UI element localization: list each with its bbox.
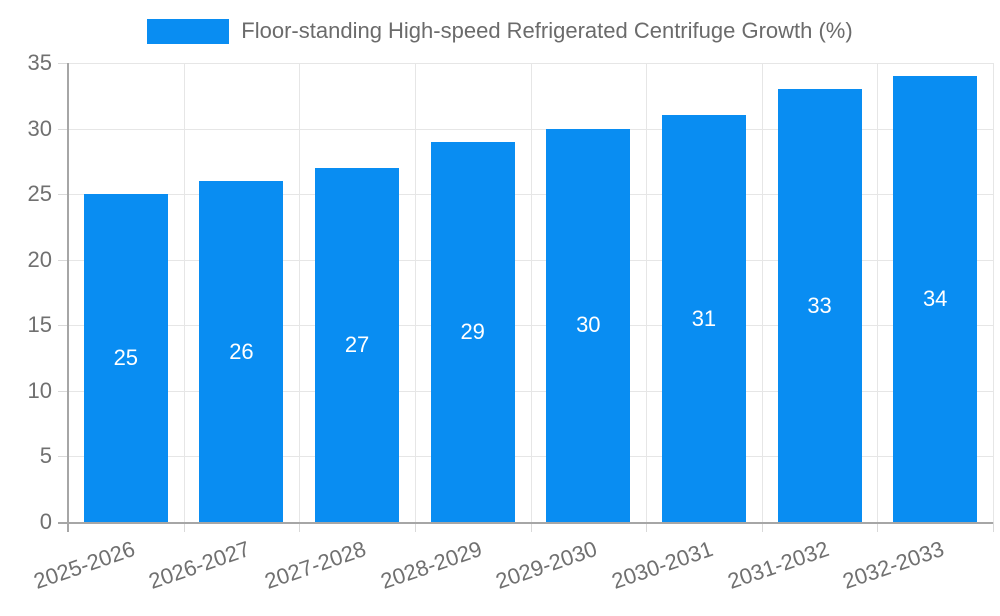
x-axis-tick (993, 522, 994, 532)
y-axis-tick-label: 0 (39, 509, 52, 534)
bar-value-label: 29 (460, 318, 485, 344)
bar[interactable] (546, 128, 631, 522)
gridline-vertical (530, 63, 532, 522)
gridline-vertical (646, 63, 648, 522)
bar-value-label: 30 (576, 312, 601, 338)
y-axis-tick-label: 35 (27, 50, 52, 75)
y-axis-tick (58, 128, 68, 130)
y-axis-tick-label: 25 (27, 181, 52, 207)
y-axis-tick (58, 456, 68, 458)
bar[interactable] (199, 181, 284, 522)
x-axis-tick (414, 522, 416, 532)
x-axis-tick (761, 522, 763, 532)
bar[interactable] (893, 76, 978, 522)
y-axis-tick (58, 325, 68, 327)
legend-label: Floor-standing High-speed Refrigerated C… (241, 18, 853, 43)
x-axis-tick (646, 522, 648, 532)
bar[interactable] (661, 115, 746, 522)
gridline-vertical (299, 63, 301, 522)
bar[interactable] (315, 167, 400, 522)
bar-value-label: 25 (113, 345, 139, 371)
y-axis-tick-label: 30 (27, 115, 52, 141)
gridline-vertical (414, 63, 416, 522)
plot-area: 0 5 10 15 20 25 30 35 25 2025-2026 26 2026-2027 27 20… (27, 50, 994, 594)
bar[interactable] (777, 89, 862, 522)
bar-value-label: 31 (691, 305, 717, 331)
legend-swatch (147, 18, 230, 44)
gridline-vertical (993, 63, 994, 522)
y-axis-tick (58, 259, 68, 261)
y-axis-tick-label: 20 (27, 246, 52, 272)
gridline-vertical (877, 63, 879, 522)
bar-chart: Floor-standing High-speed Refrigerated C… (0, 14, 1000, 594)
legend[interactable]: Floor-standing High-speed Refrigerated C… (0, 14, 1000, 48)
y-axis-line (67, 63, 69, 532)
y-axis-tick (58, 194, 68, 196)
x-axis-tick (877, 522, 879, 532)
x-axis-tick (183, 522, 185, 532)
x-axis-line (58, 522, 993, 524)
gridline-vertical (761, 63, 763, 522)
bar-value-label: 26 (229, 338, 254, 364)
bar[interactable] (83, 194, 168, 522)
y-axis-tick (58, 390, 68, 392)
bar-value-label: 33 (807, 292, 832, 318)
y-axis-tick-label: 10 (27, 377, 52, 403)
x-axis-tick (530, 522, 532, 532)
x-axis-tick (299, 522, 301, 532)
bar[interactable] (430, 141, 515, 522)
y-axis-tick-label: 5 (39, 443, 52, 469)
bar-value-label: 34 (922, 286, 948, 312)
bar-value-label: 27 (344, 331, 370, 357)
y-axis-tick-label: 15 (27, 312, 52, 338)
y-axis-tick (58, 63, 68, 64)
gridline-vertical (183, 63, 185, 522)
